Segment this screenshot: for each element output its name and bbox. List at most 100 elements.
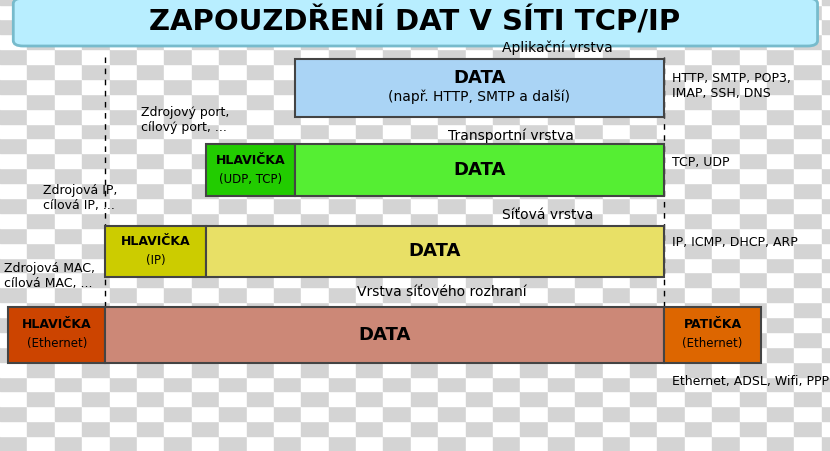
Bar <box>493 406 520 421</box>
Bar <box>493 5 520 19</box>
Bar <box>301 228 329 243</box>
Bar <box>55 183 82 198</box>
Bar <box>219 302 247 317</box>
Bar <box>767 228 794 243</box>
Bar <box>438 168 466 183</box>
Bar <box>767 347 794 362</box>
Bar <box>466 243 493 258</box>
Bar <box>575 168 603 183</box>
Bar <box>685 406 712 421</box>
Bar <box>219 49 247 64</box>
Bar <box>55 362 82 377</box>
Bar <box>794 258 822 272</box>
Bar <box>329 436 356 451</box>
Bar <box>192 302 219 317</box>
Bar <box>219 347 247 362</box>
Bar <box>438 302 466 317</box>
Bar <box>356 258 383 272</box>
Bar <box>356 124 383 138</box>
Bar <box>548 332 575 347</box>
Bar <box>575 406 603 421</box>
Bar <box>438 287 466 302</box>
Bar <box>55 79 82 94</box>
Bar <box>575 0 603 5</box>
Bar <box>301 213 329 228</box>
Bar <box>274 109 301 124</box>
Bar <box>822 153 830 168</box>
Bar <box>794 436 822 451</box>
Bar <box>685 109 712 124</box>
Bar <box>219 138 247 153</box>
Bar <box>301 94 329 109</box>
Bar <box>164 124 192 138</box>
Bar <box>164 34 192 49</box>
Bar <box>740 5 767 19</box>
Bar <box>27 79 55 94</box>
Bar <box>192 34 219 49</box>
Bar <box>603 391 630 406</box>
Bar <box>548 183 575 198</box>
Bar <box>712 183 740 198</box>
Bar <box>274 332 301 347</box>
Bar <box>301 168 329 183</box>
Bar <box>301 258 329 272</box>
Bar <box>55 302 82 317</box>
Text: Transportní vrstva: Transportní vrstva <box>448 128 574 143</box>
Bar <box>164 213 192 228</box>
Bar <box>247 213 274 228</box>
Bar <box>247 79 274 94</box>
Bar <box>329 421 356 436</box>
Bar <box>110 228 137 243</box>
Bar <box>548 362 575 377</box>
Bar <box>794 228 822 243</box>
Bar <box>493 94 520 109</box>
Bar <box>438 377 466 391</box>
Bar <box>55 317 82 332</box>
Bar <box>356 138 383 153</box>
Bar <box>164 153 192 168</box>
Bar <box>219 94 247 109</box>
Bar <box>329 377 356 391</box>
Bar <box>575 153 603 168</box>
Bar <box>603 109 630 124</box>
Bar <box>247 332 274 347</box>
Bar <box>247 377 274 391</box>
Bar <box>520 124 548 138</box>
Bar <box>411 377 438 391</box>
Bar <box>27 138 55 153</box>
Bar <box>493 138 520 153</box>
Bar <box>164 406 192 421</box>
Bar <box>301 64 329 79</box>
Bar <box>466 94 493 109</box>
Bar <box>82 287 110 302</box>
Bar <box>575 272 603 287</box>
Bar <box>548 198 575 213</box>
Bar <box>520 19 548 34</box>
Bar <box>274 406 301 421</box>
Bar <box>822 124 830 138</box>
Bar <box>82 243 110 258</box>
Text: DATA: DATA <box>408 243 461 260</box>
Bar <box>712 49 740 64</box>
Bar <box>192 213 219 228</box>
Bar <box>520 49 548 64</box>
Bar <box>520 243 548 258</box>
Bar <box>411 124 438 138</box>
Bar <box>575 421 603 436</box>
Bar <box>657 124 685 138</box>
Bar <box>712 198 740 213</box>
Bar <box>0 124 27 138</box>
Bar <box>438 228 466 243</box>
Bar <box>603 213 630 228</box>
Bar <box>603 34 630 49</box>
Bar <box>657 94 685 109</box>
Text: DATA: DATA <box>453 69 505 87</box>
Bar <box>411 49 438 64</box>
Bar <box>356 153 383 168</box>
Bar <box>767 362 794 377</box>
Bar <box>603 258 630 272</box>
Bar <box>329 362 356 377</box>
Bar <box>822 302 830 317</box>
Bar <box>767 377 794 391</box>
Bar <box>794 406 822 421</box>
